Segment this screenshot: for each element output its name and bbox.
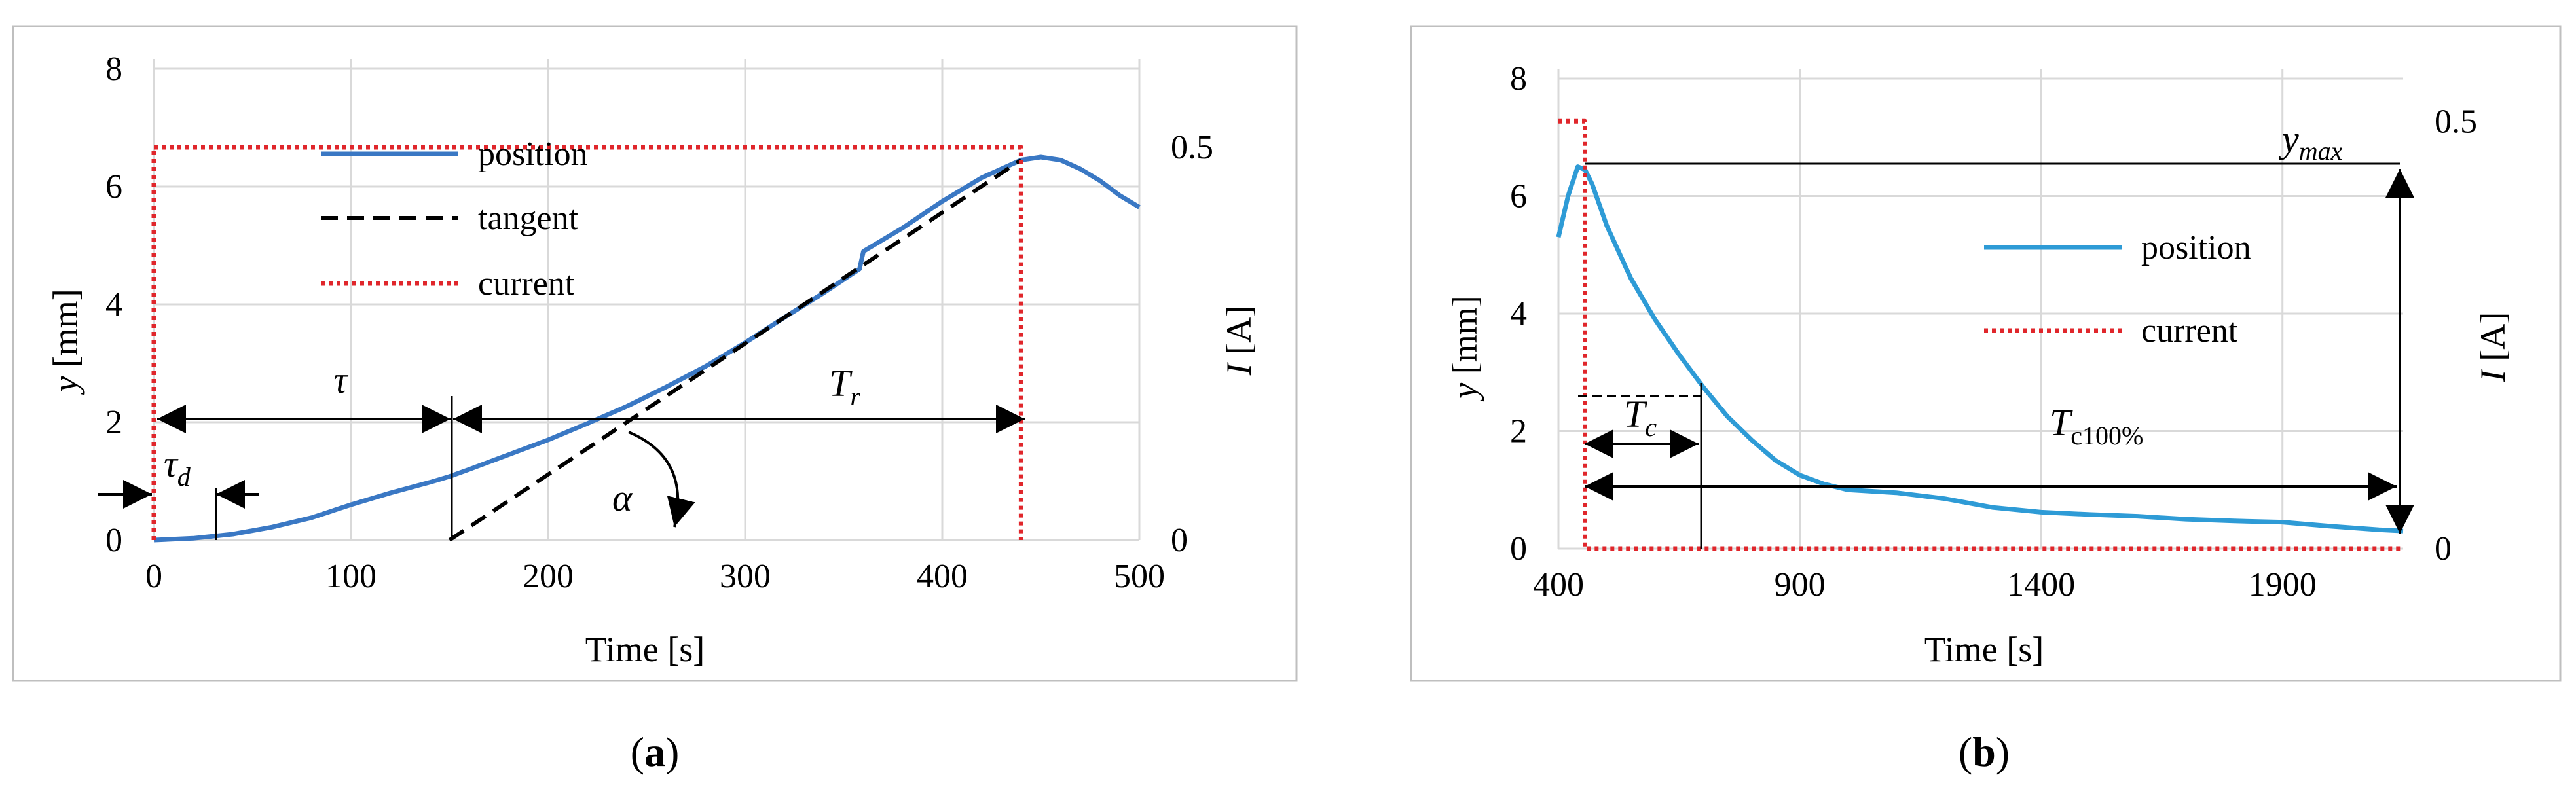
series-tangent-line [448,158,1023,542]
panel-a-caption-letter: a [644,729,665,775]
tc-label: Tc [1624,393,1657,442]
y-tick-label: 4 [1510,295,1527,333]
panel-b-y2label-unit: [A] [2473,312,2512,370]
alpha-arc [628,431,695,528]
panel-a-legend: position tangent current [321,136,588,302]
x-tick-label: 1900 [2249,566,2317,604]
x-tick-label: 200 [523,558,574,595]
series-position-line [153,154,1141,543]
y-tick-label: 0 [105,522,122,559]
y2-tick-label: 0.5 [2435,103,2477,140]
tc100-label-base: T [2050,401,2073,444]
panel-b-ylabel-var: y [1445,383,1484,402]
x-tick-label: 300 [720,558,771,595]
x-tick-label: 0 [145,558,162,595]
x-tick-label: 1400 [2007,566,2075,604]
panel-b-ticks: 400 900 1400 1900 0 2 4 6 8 0 0.5 [1510,60,2477,604]
y-tick-label: 2 [1510,413,1527,450]
ymax-label-base: y [2279,118,2299,160]
panel-a-annotations: τ Tr τd α [98,359,1025,540]
panel-b-caption-letter: b [1972,729,1996,775]
panel-a-ylabel-var: y [46,376,85,395]
legend-b-current-label: current [2141,312,2238,350]
tc100-label-sub: c100% [2070,421,2143,450]
y2-tick-label: 0 [1171,522,1188,559]
ymax-label: ymax [2279,118,2343,166]
y-tick-label: 6 [105,168,122,206]
y-tick-label: 2 [105,404,122,441]
panel-a-y2label-unit: [A] [1219,306,1259,363]
tc-label-sub: c [1645,412,1657,442]
panel-b-ylabel: y [mm] [1445,295,1484,401]
tc100-label: Tc100% [2050,401,2143,450]
x-tick-label: 900 [1775,566,1826,604]
y2-tick-label: 0 [2435,530,2452,568]
series-position-line [1556,164,2404,534]
tau-d-label-sub: d [177,462,191,492]
panel-a-ylabel: y [mm] [46,289,85,395]
panel-b-y2label: I [A] [2473,312,2512,382]
panel-a-grid [153,59,1141,541]
y-tick-label: 6 [1510,178,1527,215]
y-tick-label: 8 [1510,60,1527,98]
x-tick-label: 500 [1114,558,1165,595]
legend-b-position-label: position [2141,229,2251,266]
panel-a-ylabel-unit: [mm] [46,289,85,376]
panel-b-series [1556,118,2404,551]
panel-b-grid [1557,69,2403,550]
series-current-line [151,145,1023,540]
panel-b-legend: position current [1984,229,2251,350]
series-current-line [1558,118,2403,551]
tr-label-sub: r [850,382,860,411]
panel-b-frame [1410,25,2562,682]
y-tick-label: 0 [1510,530,1527,568]
y-tick-label: 8 [105,50,122,88]
alpha-label: α [612,477,633,519]
panel-a-y2label: I [A] [1219,306,1259,376]
panel-a-caption: (a) [631,729,680,775]
legend-a-position-label: position [478,136,588,173]
panel-a-series [151,145,1141,543]
x-tick-label: 400 [917,558,968,595]
legend-a-current-label: current [478,265,575,302]
panel-b-ylabel-unit: [mm] [1445,295,1484,382]
panel-b-annotations: ymax Tc100% Tc [1578,118,2414,549]
panel-a-y2label-var: I [1219,361,1259,376]
tr-label: Tr [829,362,860,411]
panel-b-caption: (b) [1959,729,2010,775]
tau-d-label-base: τ [164,443,179,485]
panel-a-xlabel: Time [s] [585,630,705,669]
tr-label-base: T [829,362,853,405]
panel-a-frame [12,25,1298,682]
panel-b-y2label-var: I [2473,368,2512,382]
panel-b-xlabel: Time [s] [1924,630,2044,669]
tc-label-base: T [1624,393,1647,435]
legend-a-tangent-label: tangent [478,200,579,237]
y-tick-label: 4 [105,286,122,323]
y2-tick-label: 0.5 [1171,129,1213,166]
ymax-label-sub: max [2299,136,2343,166]
tau-label: τ [334,359,349,401]
tau-d-label: τd [164,443,191,492]
x-tick-label: 400 [1533,566,1584,604]
x-tick-label: 100 [325,558,377,595]
